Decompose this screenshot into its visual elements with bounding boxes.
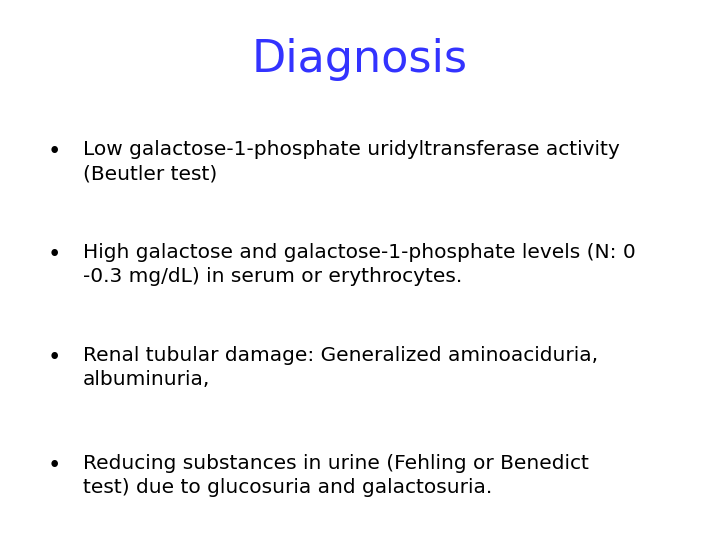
- Text: Reducing substances in urine (Fehling or Benedict
test) due to glucosuria and ga: Reducing substances in urine (Fehling or…: [83, 454, 589, 497]
- Text: High galactose and galactose-1-phosphate levels (N: 0
-0.3 mg/dL) in serum or er: High galactose and galactose-1-phosphate…: [83, 243, 636, 286]
- Text: •: •: [48, 454, 60, 477]
- Text: •: •: [48, 243, 60, 266]
- Text: Renal tubular damage: Generalized aminoaciduria,
albuminuria,: Renal tubular damage: Generalized aminoa…: [83, 346, 598, 389]
- Text: •: •: [48, 346, 60, 369]
- Text: •: •: [48, 140, 60, 164]
- Text: Diagnosis: Diagnosis: [252, 38, 468, 81]
- Text: Low galactose-1-phosphate uridyltransferase activity
(Beutler test): Low galactose-1-phosphate uridyltransfer…: [83, 140, 619, 184]
